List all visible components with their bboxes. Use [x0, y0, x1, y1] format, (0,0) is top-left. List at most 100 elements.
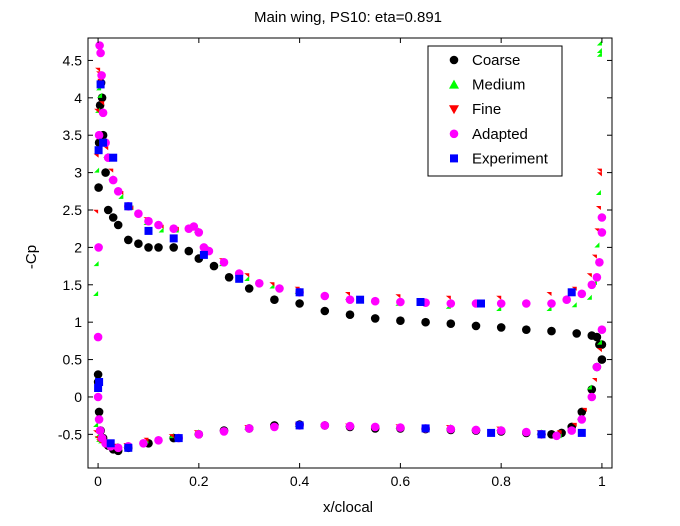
- data-point-adapted: [194, 228, 204, 237]
- data-point-experiment: [537, 430, 546, 439]
- data-point-coarse: [597, 355, 607, 364]
- data-point-adapted: [94, 243, 103, 252]
- data-point-medium: [586, 384, 592, 390]
- data-point-fine: [586, 273, 592, 278]
- chart-title: Main wing, PS10: eta=0.891: [254, 9, 442, 26]
- data-point-adapted: [189, 222, 199, 231]
- data-point-fine: [395, 294, 401, 299]
- y-tick-label: -0.5: [58, 426, 82, 442]
- x-tick-label: 0.4: [290, 473, 310, 489]
- data-point-adapted: [446, 424, 456, 434]
- data-point-fine: [345, 292, 351, 297]
- data-point-coarse: [224, 273, 234, 282]
- legend-marker-medium: [449, 79, 459, 89]
- data-point-medium: [596, 339, 602, 345]
- legend-label-fine: Fine: [472, 101, 501, 118]
- data-point-medium: [93, 421, 99, 427]
- data-point-adapted: [496, 299, 506, 308]
- data-point-coarse: [270, 295, 279, 305]
- data-point-adapted: [93, 332, 103, 342]
- data-point-fine: [581, 407, 587, 412]
- data-point-medium: [97, 92, 103, 98]
- data-point-adapted: [254, 279, 264, 288]
- data-point-coarse: [592, 332, 602, 342]
- data-point-adapted: [139, 439, 148, 448]
- data-point-adapted: [154, 436, 163, 445]
- data-point-fine: [93, 153, 99, 158]
- data-point-fine: [546, 292, 552, 297]
- data-point-coarse: [124, 235, 133, 245]
- data-point-adapted: [396, 423, 405, 432]
- data-point-adapted: [345, 295, 355, 305]
- data-point-adapted: [134, 209, 143, 218]
- x-tick-label: 0.2: [189, 473, 209, 489]
- data-point-adapted: [320, 421, 330, 430]
- data-point-coarse: [93, 370, 103, 379]
- data-point-experiment: [421, 424, 430, 433]
- data-point-experiment: [94, 146, 103, 155]
- data-point-coarse: [103, 205, 113, 215]
- data-point-fine: [269, 282, 275, 287]
- data-point-coarse: [144, 243, 153, 252]
- y-tick-label: 3: [74, 165, 82, 181]
- y-tick-label: 4: [74, 90, 82, 106]
- data-point-experiment: [99, 138, 108, 147]
- data-point-experiment: [144, 226, 153, 235]
- data-point-fine: [103, 146, 109, 151]
- legend-box: [427, 45, 563, 177]
- axes: 0 0.2 0.4 0.6 0.8 1 -0.5 0 0.5 1 1.5 2 2.5 3 3.5 4 4.5: [58, 37, 613, 489]
- data-point-fine: [596, 168, 602, 173]
- x-axis-label: x/clocal: [323, 499, 373, 516]
- data-point-coarse: [113, 220, 123, 230]
- y-tick-label: 0: [74, 389, 82, 405]
- data-point-coarse: [154, 243, 163, 252]
- data-point-adapted: [595, 258, 604, 267]
- data-point-adapted: [96, 48, 105, 58]
- data-point-experiment: [169, 234, 178, 243]
- data-point-coarse: [108, 213, 118, 222]
- data-point-experiment: [174, 434, 183, 443]
- data-point-coarse: [94, 407, 104, 417]
- data-point-medium: [93, 291, 99, 297]
- data-point-experiment: [109, 153, 118, 162]
- data-point-fine: [591, 254, 597, 259]
- data-point-fine: [108, 168, 114, 173]
- data-point-adapted: [522, 299, 531, 308]
- data-point-medium: [596, 48, 602, 54]
- data-point-coarse: [446, 319, 456, 329]
- data-point-fine: [168, 434, 174, 439]
- legend-label-coarse: Coarse: [472, 52, 520, 69]
- data-point-adapted: [446, 299, 456, 308]
- data-point-fine: [143, 437, 149, 442]
- data-point-coarse: [396, 316, 405, 326]
- y-tick-label: 4.5: [63, 52, 83, 68]
- data-point-fine: [595, 206, 601, 211]
- data-point-coarse: [345, 310, 355, 320]
- data-point-adapted: [94, 415, 104, 424]
- data-point-fine: [94, 108, 100, 113]
- data-point-adapted: [577, 289, 587, 299]
- data-point-experiment: [477, 299, 485, 308]
- data-point-fine: [445, 295, 451, 300]
- plot-points: [93, 40, 607, 456]
- data-point-adapted: [567, 426, 576, 435]
- data-point-coarse: [522, 325, 531, 335]
- legend-marker-fine: [449, 105, 459, 115]
- data-point-fine: [99, 101, 105, 106]
- data-point-adapted: [496, 426, 506, 435]
- data-point-medium: [244, 276, 250, 282]
- data-point-adapted: [522, 427, 531, 437]
- y-tick-label: 2: [74, 239, 82, 255]
- data-point-adapted: [95, 426, 105, 435]
- plot-frame: [87, 37, 613, 469]
- data-point-experiment: [295, 288, 304, 297]
- data-point-experiment: [487, 428, 496, 437]
- data-point-medium: [586, 294, 592, 300]
- data-point-experiment: [567, 288, 576, 297]
- data-point-experiment: [95, 378, 104, 386]
- data-point-experiment: [96, 80, 105, 89]
- data-point-adapted: [396, 297, 405, 307]
- x-tick-label: 0.6: [391, 473, 411, 489]
- data-point-fine: [596, 172, 602, 177]
